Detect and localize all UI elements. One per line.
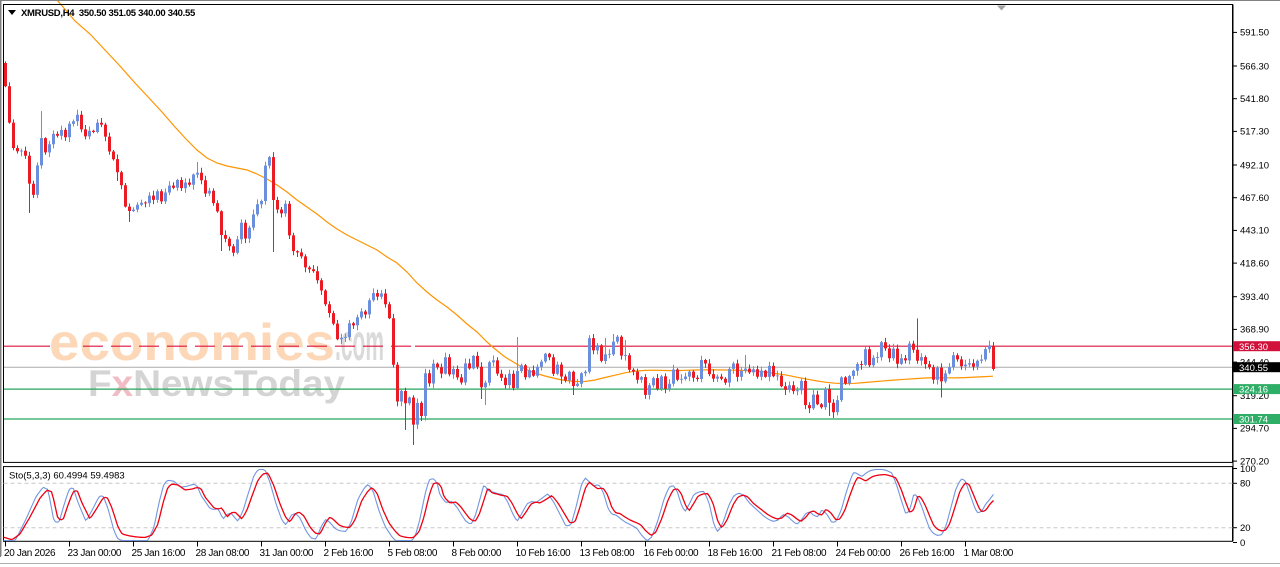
svg-text:24 Feb 00:00: 24 Feb 00:00 (836, 548, 892, 559)
svg-text:566.30: 566.30 (1240, 61, 1269, 72)
svg-text:294.70: 294.70 (1240, 424, 1269, 435)
svg-text:100: 100 (1240, 464, 1256, 475)
svg-text:270.20: 270.20 (1240, 456, 1269, 467)
svg-text:393.40: 393.40 (1240, 292, 1269, 303)
svg-text:0: 0 (1240, 538, 1245, 549)
svg-text:1 Mar 08:00: 1 Mar 08:00 (964, 548, 1014, 559)
svg-text:301.74: 301.74 (1239, 415, 1268, 426)
svg-text:economies: economies (49, 314, 335, 372)
svg-text:80: 80 (1240, 479, 1251, 490)
svg-text:418.60: 418.60 (1240, 258, 1269, 269)
svg-text:25 Jan 16:00: 25 Jan 16:00 (132, 548, 186, 559)
svg-text:492.10: 492.10 (1240, 160, 1269, 171)
svg-text:Sto(5,3,3) 60.4994 59.4983: Sto(5,3,3) 60.4994 59.4983 (9, 471, 125, 482)
svg-text:324.16: 324.16 (1239, 385, 1268, 396)
svg-text:13 Feb 08:00: 13 Feb 08:00 (580, 548, 636, 559)
svg-text:10 Feb 16:00: 10 Feb 16:00 (516, 548, 572, 559)
svg-text:356.30: 356.30 (1239, 342, 1268, 353)
svg-text:16 Feb 00:00: 16 Feb 00:00 (644, 548, 700, 559)
svg-text:20: 20 (1240, 523, 1251, 534)
svg-text:5 Feb 08:00: 5 Feb 08:00 (388, 548, 438, 559)
svg-text:443.10: 443.10 (1240, 226, 1269, 237)
svg-text:8 Feb 00:00: 8 Feb 00:00 (452, 548, 502, 559)
svg-text:XMRUSD,H4 350.50 351.05 340.0: XMRUSD,H4 350.50 351.05 340.00 340.55 (21, 8, 196, 19)
svg-text:23 Jan 00:00: 23 Jan 00:00 (68, 548, 122, 559)
svg-text:26 Feb 16:00: 26 Feb 16:00 (900, 548, 956, 559)
svg-text:319.20: 319.20 (1240, 391, 1269, 402)
svg-text:28 Jan 08:00: 28 Jan 08:00 (196, 548, 250, 559)
svg-text:368.90: 368.90 (1240, 325, 1269, 336)
svg-text:FxNewsToday: FxNewsToday (88, 363, 345, 404)
svg-text:541.80: 541.80 (1240, 94, 1269, 105)
svg-text:21 Feb 08:00: 21 Feb 08:00 (772, 548, 828, 559)
svg-text:517.30: 517.30 (1240, 127, 1269, 138)
svg-text:340.55: 340.55 (1239, 363, 1268, 374)
svg-text:20 Jan 2026: 20 Jan 2026 (4, 548, 56, 559)
svg-text:2 Feb 16:00: 2 Feb 16:00 (324, 548, 374, 559)
svg-text:31 Jan 00:00: 31 Jan 00:00 (260, 548, 314, 559)
svg-text:467.60: 467.60 (1240, 193, 1269, 204)
svg-text:.com: .com (335, 314, 384, 372)
svg-text:18 Feb 16:00: 18 Feb 16:00 (708, 548, 764, 559)
svg-text:591.50: 591.50 (1240, 28, 1269, 39)
